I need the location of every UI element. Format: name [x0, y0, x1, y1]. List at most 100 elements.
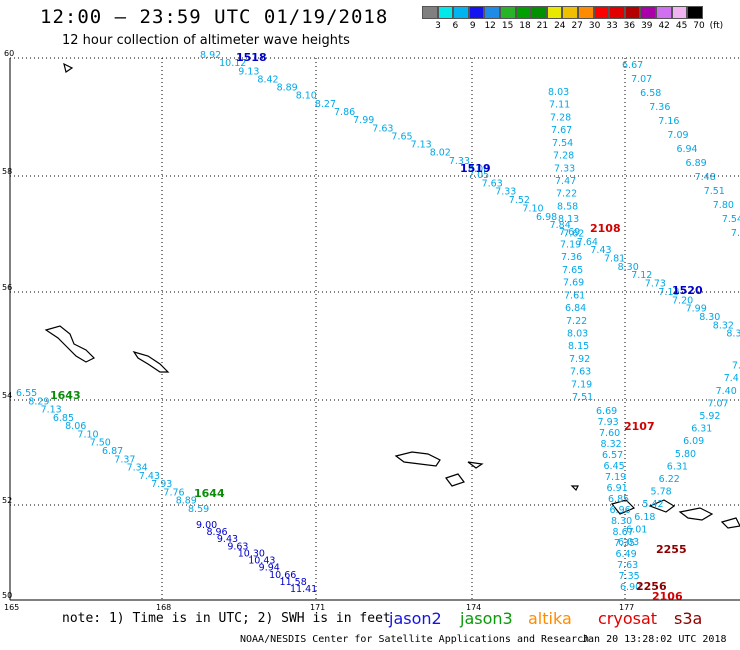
satellite-altika-label: altika [528, 609, 572, 628]
legend-swatch [593, 6, 610, 19]
swh-value-label: 10.43 [248, 556, 275, 567]
longitude-label: 171 [310, 603, 325, 612]
swh-value-label: 7.28 [550, 112, 571, 123]
swh-value-label: 7.63 [372, 123, 393, 134]
land-outline [44, 325, 96, 363]
swh-value-label: 7.41 [724, 373, 740, 384]
swh-value-label: 7.86 [334, 107, 355, 118]
swh-value-label: 7.69 [559, 227, 580, 238]
legend-label: 39 [641, 21, 653, 31]
swh-value-label: 5.78 [651, 487, 672, 498]
legend-label: 42 [658, 21, 670, 31]
legend-label: 33 [606, 21, 618, 31]
latitude-label: 56 [2, 283, 12, 292]
swh-value-label: 6.94 [676, 144, 697, 155]
land-outline [394, 451, 441, 467]
swh-value-label: 11.58 [280, 577, 307, 588]
swh-value-label: 7.67 [551, 125, 572, 136]
legend-label: 24 [554, 21, 566, 31]
longitude-label: 174 [466, 603, 481, 612]
swh-value-label: 7.07 [631, 74, 652, 85]
legend-swatch [577, 6, 594, 19]
swh-value-label: 7.63 [570, 367, 591, 378]
swh-value-label: 7.47 [555, 176, 576, 187]
land-outline [720, 517, 740, 529]
swh-value-label: 7.60 [599, 428, 620, 439]
swh-value-label: 8.03 [567, 328, 588, 339]
swh-value-label: 7.63 [617, 560, 638, 571]
swh-value-label: 7.22 [566, 316, 587, 327]
legend-label: 27 [571, 21, 583, 31]
swh-value-label: 10.66 [269, 570, 296, 581]
swh-value-label: 7.36 [649, 102, 670, 113]
swh-value-label: 8.89 [277, 83, 298, 94]
swh-value-label: 9.43 [217, 534, 238, 545]
swh-value-label: 7.93 [151, 479, 172, 490]
swh-value-label: 8.02 [430, 148, 451, 159]
swh-value-label: 6.91 [607, 483, 628, 494]
swh-value-label: 6.09 [683, 436, 704, 447]
swh-value-label: 7.33 [495, 187, 516, 198]
swh-value-label: 7.16 [658, 116, 679, 127]
swh-value-label: 7.62 [563, 228, 584, 239]
satellite-jason3-label: jason3 [460, 609, 513, 628]
legend-label: 30 [588, 21, 601, 31]
swh-value-label: 6.55 [16, 388, 37, 399]
swh-value-label: 7.99 [353, 115, 374, 126]
legend-label: 9 [469, 21, 476, 31]
swh-value-label: 7.65 [562, 265, 583, 276]
swh-value-label: 10.30 [238, 548, 265, 559]
pass-time-label: 1518 [236, 51, 267, 64]
swh-value-label: 7.76 [163, 487, 184, 498]
swh-value-label: 6.45 [604, 461, 625, 472]
swh-value-label: 7.20 [672, 295, 693, 306]
footer-note: note: 1) Time is in UTC; 2) SWH is in fe… [62, 611, 391, 626]
legend-label: 12 [484, 21, 496, 31]
legend-swatch [562, 6, 578, 19]
legend-label: 18 [519, 21, 531, 31]
swh-value-label: 6.01 [626, 524, 647, 535]
swh-value-label: 8.32 [713, 320, 734, 331]
legend-swatch [422, 6, 438, 19]
legend-label: 36 [623, 21, 636, 31]
swh-value-label: 7.19 [571, 379, 592, 390]
swh-value-label: 7.84 [550, 220, 571, 231]
swh-value-label: 7.43 [590, 245, 611, 256]
swh-value-label: 7.69 [563, 278, 584, 289]
latitude-label: 54 [2, 391, 12, 400]
land-outline [467, 461, 484, 469]
swh-value-label: 6.84 [565, 303, 586, 314]
swh-value-label: 9.00 [196, 520, 217, 531]
credit-line: NOAA/NESDIS Center for Satellite Applica… [240, 634, 590, 645]
swh-value-label: 7.13 [41, 405, 62, 416]
legend-swatch [531, 6, 547, 19]
swh-value-label: 8.00 [468, 164, 489, 175]
legend-swatch [468, 6, 485, 19]
swh-value-label: 7.64 [577, 237, 598, 248]
legend-swatch [687, 6, 703, 19]
swh-value-label: 7.99 [732, 361, 740, 372]
swh-value-label: 7.13 [411, 140, 432, 151]
legend-swatch [437, 6, 454, 19]
swh-value-label: 8.30 [699, 312, 720, 323]
pass-time-label: 1519 [460, 162, 491, 175]
swh-value-label: 7.80 [713, 200, 734, 211]
latitude-label: 58 [2, 167, 12, 176]
longitude-label: 168 [156, 603, 171, 612]
latitude-label: 60 [4, 49, 14, 58]
legend-label: 15 [501, 21, 514, 31]
swh-value-label: 6.31 [691, 424, 712, 435]
latitude-label: 50 [2, 591, 12, 600]
land-outline [648, 499, 676, 513]
swh-value-label: 7.60 [731, 228, 740, 239]
swh-value-label: 6.57 [602, 450, 623, 461]
satellite-jason2-label: jason2 [389, 609, 442, 628]
swh-value-label: 7.10 [77, 429, 98, 440]
color-scale-labels: 3 6 9 12 15 18 21 24 27 30 33 36 39 42 45 70 (ft) [422, 21, 740, 33]
swh-value-label: 7.54 [722, 214, 740, 225]
pass-time-label: 2107 [624, 420, 655, 433]
swh-value-label: 8.15 [568, 341, 589, 352]
swh-value-label: 7.51 [704, 186, 725, 197]
swh-value-label: 8.30 [618, 262, 639, 273]
swh-value-label: 6.58 [640, 88, 661, 99]
